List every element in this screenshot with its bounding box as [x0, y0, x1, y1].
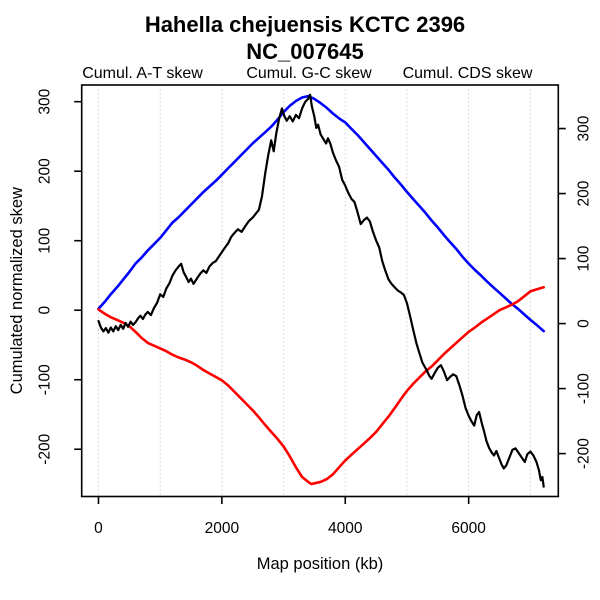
- x-axis-tick-label: 6000: [451, 520, 486, 537]
- y-left-tick-label: 100: [36, 227, 53, 253]
- series-line-cumul-cds-skew: [97, 93, 545, 488]
- series-line-cumul-a-t-skew: [97, 285, 546, 486]
- chart-title: Hahella chejuensis KCTC 2396: [145, 12, 465, 37]
- x-axis-tick-label: 0: [94, 520, 103, 537]
- chart-subtitle: NC_007645: [246, 39, 363, 64]
- y-left-tick-label: -100: [36, 364, 53, 395]
- data-series: [97, 93, 546, 488]
- y-left-tick-label: 200: [36, 158, 53, 184]
- x-axis-label: Map position (kb): [257, 555, 384, 573]
- gridlines: [97, 85, 531, 497]
- y-right-tick-label: 100: [575, 245, 592, 271]
- y-left-tick-label: 0: [36, 306, 53, 315]
- y-right-tick-label: 200: [575, 180, 592, 206]
- y-right-tick-label: 300: [575, 115, 592, 141]
- legend-item-cds-skew: Cumul. CDS skew: [403, 65, 533, 82]
- legend-item-gc-skew: Cumul. G-C skew: [246, 65, 372, 82]
- y-left-tick-label: 300: [36, 88, 53, 114]
- legend-item-at-skew: Cumul. A-T skew: [82, 65, 203, 82]
- series-line-cumul-g-c-skew: [97, 94, 546, 333]
- y-left-tick-label: -200: [36, 433, 53, 464]
- axis-tick-labels: 0 2000 4000 6000 -200 -100 0 100 200 300 -200 -100 0…: [36, 88, 592, 537]
- y-right-tick-label: -100: [575, 373, 592, 404]
- axis-ticks: [74, 100, 566, 504]
- y-right-tick-label: 0: [575, 319, 592, 328]
- y-right-tick-label: -200: [575, 438, 592, 469]
- y-axis-label: Cumulated normalized skew: [8, 187, 26, 394]
- x-axis-tick-label: 4000: [328, 520, 363, 537]
- x-axis-tick-label: 2000: [205, 520, 240, 537]
- plot-border: [80, 84, 560, 498]
